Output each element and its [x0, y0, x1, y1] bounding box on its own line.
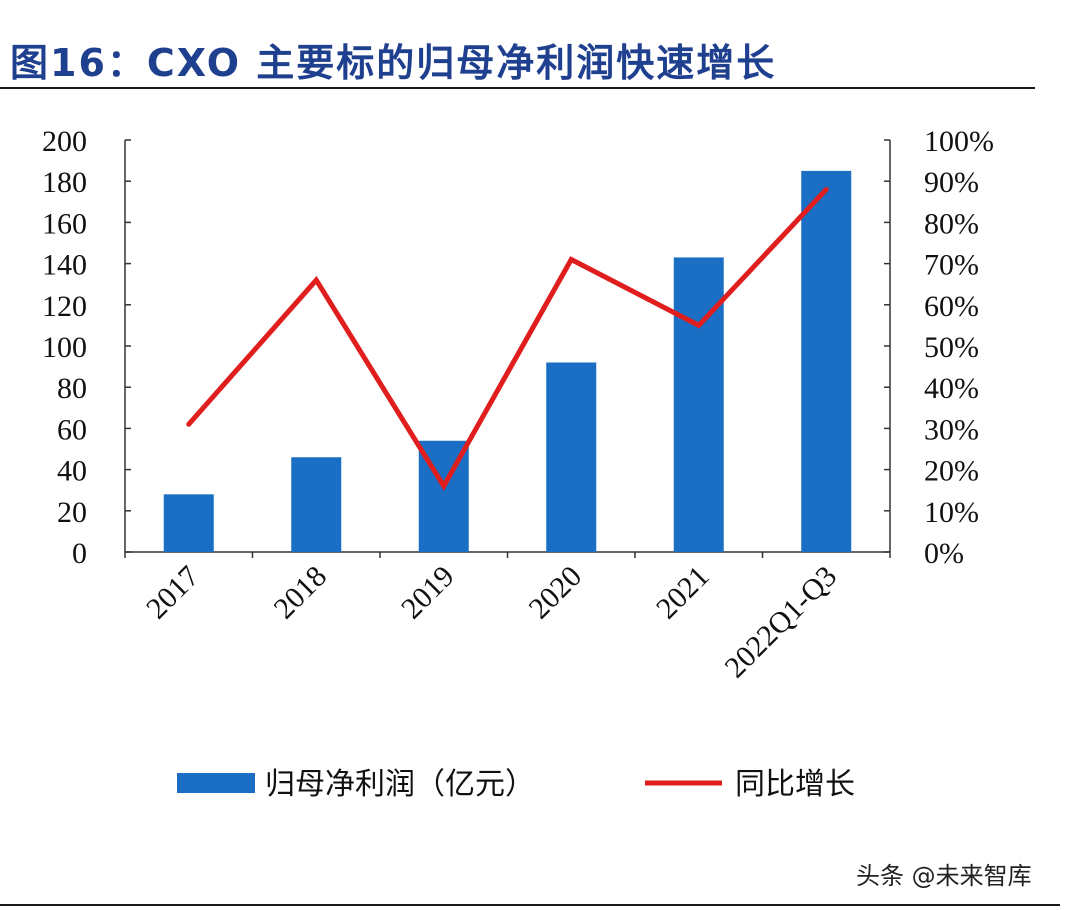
line-series	[186, 186, 829, 491]
y-left-tick-label: 180	[42, 166, 87, 199]
bar	[291, 457, 342, 552]
bar	[163, 494, 214, 552]
y-left-tick-label: 160	[42, 207, 87, 240]
y-right-tick-label: 20%	[924, 455, 979, 488]
y-right-tick-label: 40%	[924, 372, 979, 405]
legend-line-label: 同比增长	[735, 767, 855, 802]
y-left-tick-label: 20	[57, 496, 87, 529]
bar	[801, 170, 852, 552]
x-tick-label: 2020	[522, 560, 588, 626]
y-right-tick-label: 60%	[924, 290, 979, 323]
y-left-tick-label: 40	[57, 455, 87, 488]
title-divider	[0, 87, 1035, 89]
legend-bar-swatch	[177, 773, 255, 793]
x-tick-label: 2021	[650, 560, 716, 626]
y-left-tick-label: 200	[42, 125, 87, 158]
y-right-tick-label: 90%	[924, 166, 979, 199]
y-right-tick-label: 10%	[924, 496, 979, 529]
chart-title: 图16：CXO 主要标的归母净利润快速增长	[10, 41, 777, 85]
x-tick-label: 2022Q1-Q3	[719, 560, 844, 685]
bottom-divider	[0, 904, 1060, 906]
watermark: 头条 @未来智库	[856, 862, 1032, 890]
x-tick-label: 2018	[267, 560, 333, 626]
y-right-tick-label: 80%	[924, 207, 979, 240]
growth-line	[186, 186, 829, 491]
y-left-tick-label: 60	[57, 413, 87, 446]
y-left-tick-label: 0	[72, 537, 87, 570]
y-left-tick-label: 80	[57, 372, 87, 405]
x-tick-label: 2017	[140, 560, 206, 626]
legend-bar-label: 归母净利润（亿元）	[265, 767, 535, 802]
y-right-tick-label: 0%	[924, 537, 964, 570]
y-right-tick-label: 100%	[924, 125, 994, 158]
y-left-tick-label: 120	[42, 290, 87, 323]
chart-axes	[124, 139, 891, 558]
x-tick-label: 2019	[395, 560, 461, 626]
y-right-tick-label: 50%	[924, 331, 979, 364]
y-right-tick-label: 70%	[924, 249, 979, 282]
bar	[673, 257, 724, 552]
y-right-tick-label: 30%	[924, 413, 979, 446]
bar	[546, 362, 597, 552]
legend: 归母净利润（亿元） 同比增长	[177, 767, 855, 802]
y-left-tick-label: 140	[42, 249, 87, 282]
bar-series	[163, 170, 852, 552]
y-left-tick-label: 100	[42, 331, 87, 364]
